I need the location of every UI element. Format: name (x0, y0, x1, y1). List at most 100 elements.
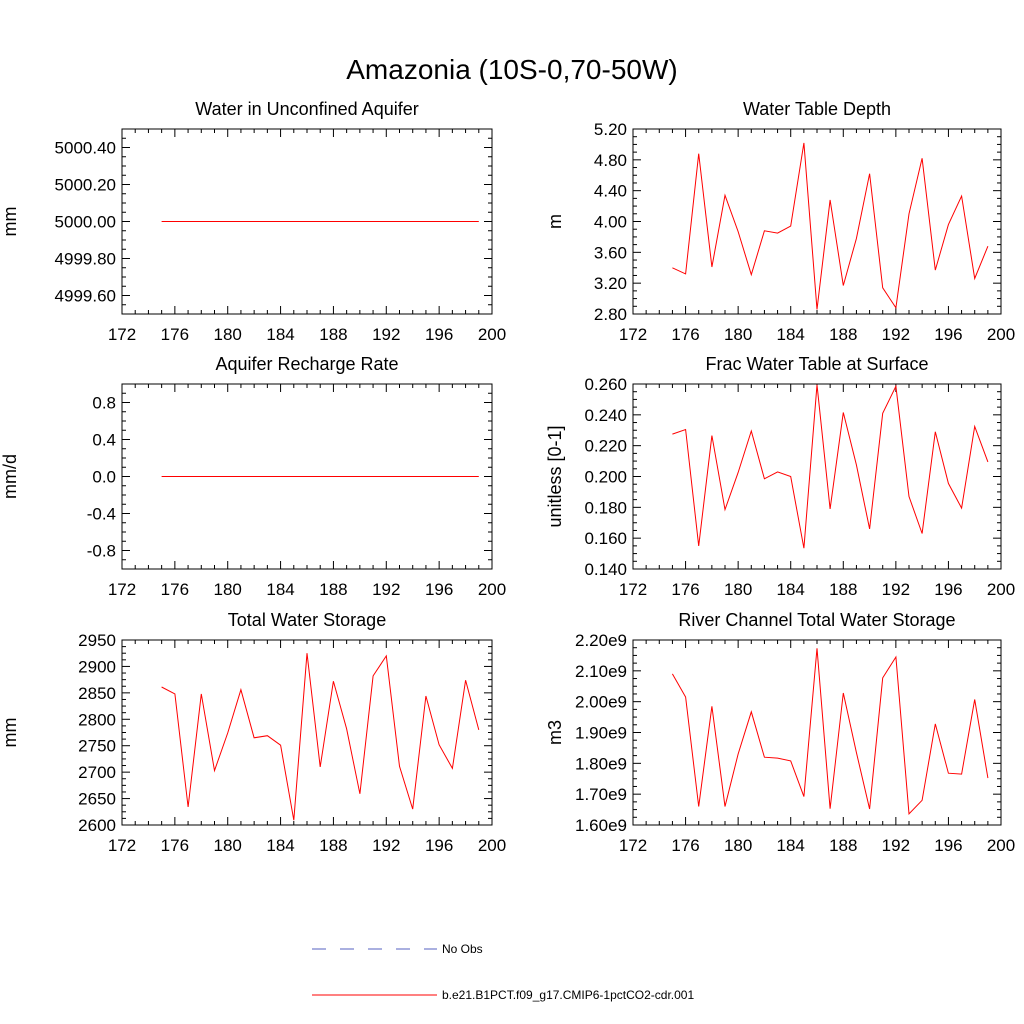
x-tick-label: 196 (425, 580, 453, 599)
y-tick-label: 0.160 (584, 529, 627, 548)
y-tick-label: 0.180 (584, 498, 627, 517)
x-tick-label: 192 (882, 580, 910, 599)
y-tick-label: 3.60 (594, 243, 627, 262)
x-tick-label: 200 (478, 836, 506, 855)
legend-item-run: b.e21.B1PCT.f09_g17.CMIP6-1pctCO2-cdr.00… (312, 988, 694, 1002)
series-line-1 (161, 653, 480, 821)
x-tick-label: 180 (214, 325, 242, 344)
x-tick-label: 188 (829, 836, 857, 855)
x-tick-label: 192 (372, 325, 400, 344)
y-tick-label: 2600 (78, 816, 116, 835)
x-tick-label: 176 (671, 836, 699, 855)
x-tick-label: 180 (724, 836, 752, 855)
x-tick-label: 184 (266, 580, 294, 599)
y-axis-label: mm (0, 718, 20, 748)
legend-label-run: b.e21.B1PCT.f09_g17.CMIP6-1pctCO2-cdr.00… (442, 988, 694, 1002)
y-axis-label: m (545, 214, 565, 229)
x-tick-label: 200 (987, 325, 1015, 344)
y-tick-label: 1.90e9 (575, 724, 627, 743)
series-line-1 (672, 142, 989, 310)
x-tick-label: 180 (724, 325, 752, 344)
y-tick-label: 5000.40 (55, 139, 116, 158)
x-tick-label: 184 (266, 325, 294, 344)
x-tick-label: 176 (161, 836, 189, 855)
panel-title: Frac Water Table at Surface (705, 354, 928, 374)
x-tick-label: 176 (671, 325, 699, 344)
y-tick-label: 0.8 (92, 394, 116, 413)
x-tick-label: 188 (829, 580, 857, 599)
y-tick-label: 2750 (78, 737, 116, 756)
chart-panel-5: Total Water Storage 172 176 180 184 188 192 196… (0, 610, 506, 855)
y-axis-label: mm (0, 207, 20, 237)
y-tick-label: 2700 (78, 763, 116, 782)
panel-title: Water Table Depth (743, 99, 891, 119)
y-tick-label: 5000.20 (55, 176, 116, 195)
x-tick-label: 192 (372, 836, 400, 855)
legend-label-no-obs: No Obs (442, 942, 483, 956)
x-tick-label: 200 (987, 836, 1015, 855)
panel-title: Total Water Storage (228, 610, 386, 630)
x-tick-label: 184 (777, 325, 805, 344)
y-tick-label: 2.00e9 (575, 693, 627, 712)
plot-frame (632, 128, 1002, 315)
x-tick-label: 188 (829, 325, 857, 344)
x-tick-label: 172 (619, 580, 647, 599)
x-tick-label: 188 (319, 580, 347, 599)
panel-title: River Channel Total Water Storage (678, 610, 955, 630)
y-tick-label: 4999.60 (55, 287, 116, 306)
x-tick-label: 176 (671, 580, 699, 599)
x-tick-label: 188 (319, 325, 347, 344)
y-tick-label: 2650 (78, 790, 116, 809)
x-tick-label: 200 (987, 580, 1015, 599)
y-tick-label: 2800 (78, 710, 116, 729)
x-tick-label: 176 (161, 325, 189, 344)
chart-panel-2: Water Table Depth 172 176 180 184 188 192 196 20… (545, 99, 1015, 344)
chart-panel-6: River Channel Total Water Storage 172 176 1… (545, 610, 1015, 855)
x-tick-label: 172 (619, 325, 647, 344)
y-tick-label: 0.0 (92, 468, 116, 487)
y-tick-label: 2900 (78, 657, 116, 676)
y-axis-label: mm/d (0, 454, 20, 499)
panel-title: Water in Unconfined Aquifer (195, 99, 418, 119)
figure-title: Amazonia (10S-0,70-50W) (346, 54, 677, 85)
plot-frame (632, 383, 1002, 570)
y-tick-label: 2.10e9 (575, 662, 627, 681)
y-tick-label: 5000.00 (55, 213, 116, 232)
x-tick-label: 192 (372, 580, 400, 599)
y-tick-label: 4.40 (594, 182, 627, 201)
x-tick-label: 180 (724, 580, 752, 599)
chart-panels: Water in Unconfined Aquifer 172 176 180 184 1… (0, 99, 1015, 855)
y-tick-label: -0.4 (87, 505, 116, 524)
legend: No Obs b.e21.B1PCT.f09_g17.CMIP6-1pctCO2… (312, 942, 694, 1002)
y-tick-label: 4.80 (594, 151, 627, 170)
x-tick-label: 196 (425, 325, 453, 344)
x-tick-label: 188 (319, 836, 347, 855)
y-tick-label: 0.140 (584, 560, 627, 579)
x-tick-label: 184 (777, 580, 805, 599)
y-tick-label: 0.260 (584, 375, 627, 394)
y-axis-label: unitless [0-1] (545, 425, 565, 527)
y-tick-label: 1.80e9 (575, 754, 627, 773)
series-line-1 (671, 648, 989, 816)
x-tick-label: 184 (777, 836, 805, 855)
x-tick-label: 172 (619, 836, 647, 855)
y-tick-label: 2950 (78, 631, 116, 650)
panel-title: Aquifer Recharge Rate (215, 354, 398, 374)
y-tick-label: 2.80 (594, 305, 627, 324)
y-tick-label: 2.20e9 (575, 631, 627, 650)
y-tick-label: 5.20 (594, 120, 627, 139)
plot-frame (632, 639, 1002, 826)
y-tick-label: 0.220 (584, 437, 627, 456)
y-tick-label: 0.240 (584, 406, 627, 425)
x-tick-label: 196 (934, 836, 962, 855)
x-tick-label: 196 (934, 580, 962, 599)
y-axis-label: m3 (545, 720, 565, 745)
x-tick-label: 200 (478, 580, 506, 599)
y-tick-label: 3.20 (594, 274, 627, 293)
x-tick-label: 192 (882, 836, 910, 855)
x-tick-label: 180 (214, 580, 242, 599)
x-tick-label: 172 (108, 580, 136, 599)
x-tick-label: 200 (478, 325, 506, 344)
x-tick-label: 184 (266, 836, 294, 855)
